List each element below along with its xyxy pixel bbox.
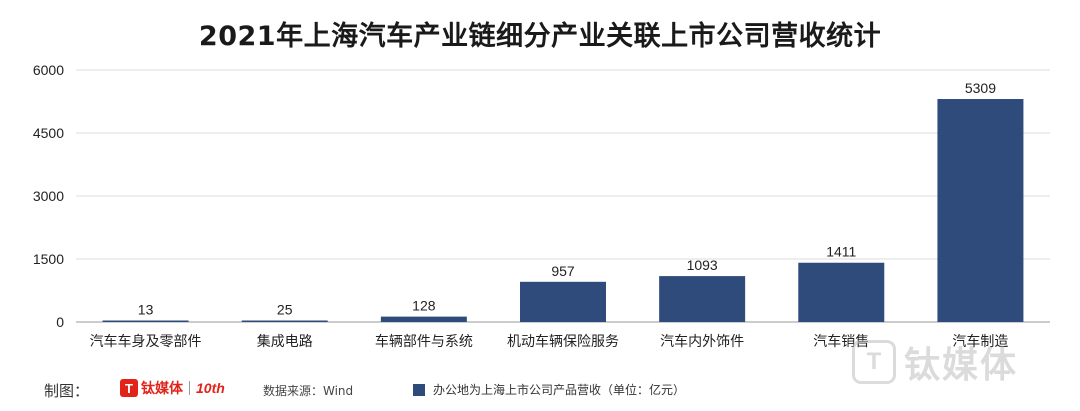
y-tick-label: 0	[56, 314, 64, 330]
chart-footer: 制图： T 钛媒体 10th 数据来源：Wind 办公地为上海上市公司产品营收（…	[0, 372, 1080, 402]
x-tick-label: 集成电路	[257, 333, 313, 350]
bar	[241, 320, 328, 322]
data-label: 13	[138, 302, 154, 318]
logo-text: 钛媒体	[141, 381, 183, 397]
bars	[102, 99, 1024, 322]
x-tick-label: 机动车辆保险服务	[507, 333, 619, 350]
y-tick-label: 4500	[33, 125, 64, 141]
data-label: 957	[551, 263, 575, 279]
data-label: 25	[277, 302, 293, 318]
bar	[520, 281, 606, 322]
watermark-text: 钛媒体	[904, 345, 1019, 386]
logo-anniversary: 10th	[196, 380, 225, 396]
legend-swatch	[413, 383, 425, 396]
data-labels: 13 25 128 957 1093 1411 5309	[138, 80, 996, 317]
y-tick-label: 3000	[33, 188, 64, 204]
logo-mark-icon: T	[120, 379, 138, 397]
y-tick-label: 6000	[33, 62, 64, 78]
bar	[798, 262, 885, 322]
watermark-logo-icon: T	[852, 340, 896, 384]
y-axis-ticks: 0 1500 3000 4500 6000	[33, 62, 64, 330]
x-tick-label: 汽车车身及零部件	[90, 333, 202, 350]
bar	[102, 320, 189, 322]
gridlines	[76, 69, 1050, 323]
data-label: 1411	[826, 244, 856, 260]
x-tick-label: 汽车制造	[952, 333, 1008, 350]
data-label: 1093	[687, 257, 718, 273]
credit-label: 制图：	[44, 382, 90, 400]
bar	[937, 99, 1024, 322]
x-tick-label: 汽车内外饰件	[660, 333, 744, 350]
logo-separator	[189, 381, 190, 395]
bar	[380, 316, 467, 322]
legend: 办公地为上海上市公司产品营收（单位：亿元）	[413, 381, 685, 398]
data-source: 数据来源：Wind	[263, 384, 354, 398]
legend-label: 办公地为上海上市公司产品营收（单位：亿元）	[433, 383, 686, 397]
x-tick-label: 车辆部件与系统	[375, 333, 473, 350]
data-label: 128	[412, 298, 436, 314]
watermark: T 钛媒体	[852, 338, 1018, 386]
bar	[659, 276, 746, 322]
brand-logo: T 钛媒体 10th	[120, 378, 225, 398]
chart-title: 2021年上海汽车产业链细分产业关联上市公司营收统计	[198, 21, 882, 52]
data-label: 5309	[965, 80, 996, 96]
y-tick-label: 1500	[33, 251, 64, 267]
